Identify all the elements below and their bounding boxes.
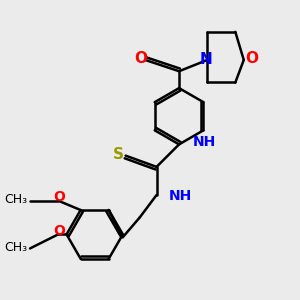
Text: CH₃: CH₃ [4,193,27,206]
Text: O: O [54,224,65,238]
Text: S: S [113,147,124,162]
Text: CH₃: CH₃ [4,241,27,254]
Text: O: O [135,51,148,66]
Text: O: O [54,190,65,204]
Text: N: N [200,52,212,67]
Text: NH: NH [169,189,193,203]
Text: O: O [246,51,259,66]
Text: NH: NH [193,135,216,148]
